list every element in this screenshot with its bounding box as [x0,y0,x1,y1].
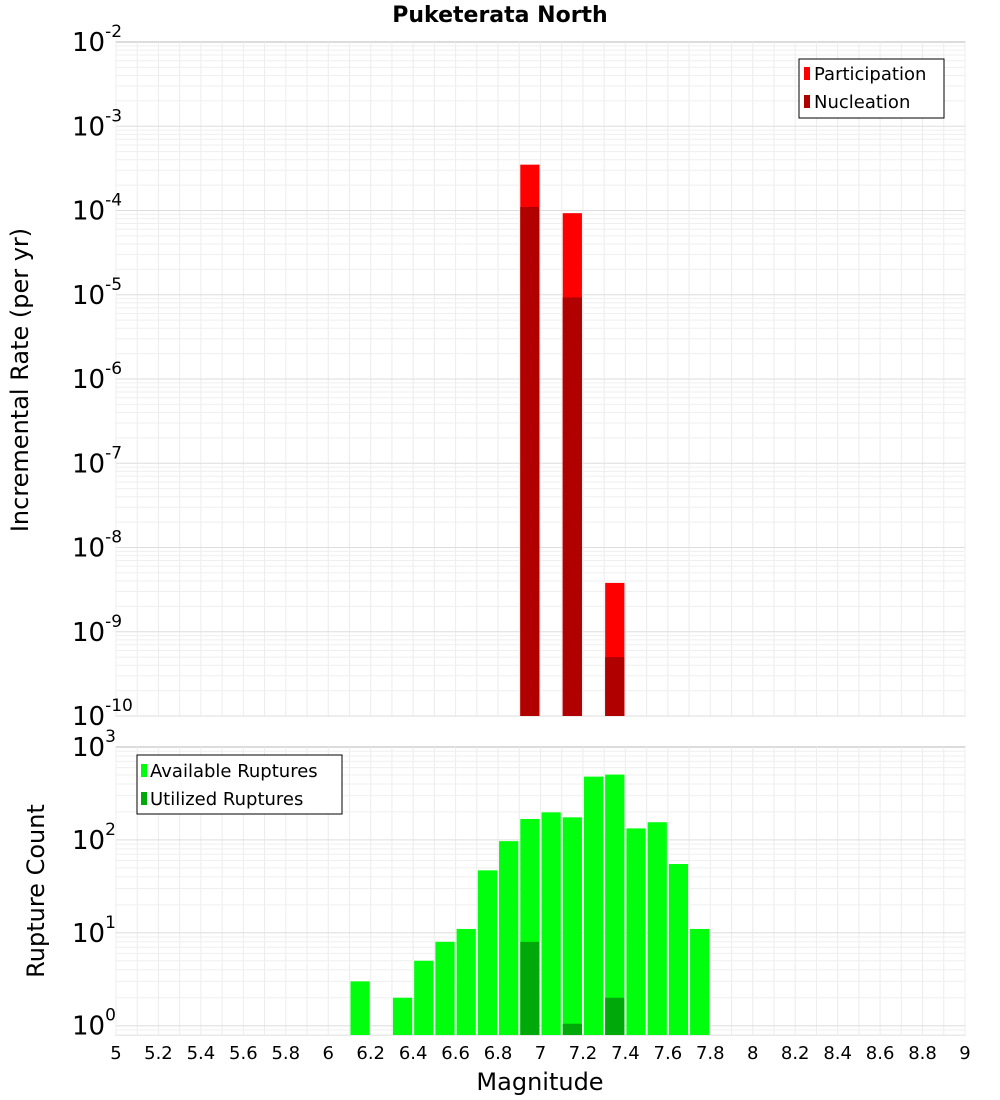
x-tick-label: 9 [959,1043,970,1064]
x-tick-label: 6 [323,1043,334,1064]
x-tick-label: 6.8 [484,1043,513,1064]
y-tick-label: 10-5 [72,275,122,311]
rate-bar-nucleation [605,657,625,716]
count-legend-box [136,754,343,815]
participation-legend-label: Participation [814,64,926,85]
count-bar-available-ruptures [647,822,667,1035]
x-tick-label: 5.4 [187,1043,216,1064]
rate-bars [520,164,625,717]
count-bar-available-ruptures [350,981,370,1035]
x-tick-label: 7 [535,1043,546,1064]
x-tick-label: 6.6 [441,1043,470,1064]
y-tick-label: 10-9 [72,612,122,648]
x-tick-label: 8 [747,1043,758,1064]
x-tick-label: 7.2 [569,1043,598,1064]
available-legend-label: Available Ruptures [150,761,318,782]
x-tick-label: 6.2 [356,1043,385,1064]
count-bar-available-ruptures [477,870,498,1035]
count-bar-available-ruptures [392,997,413,1035]
count-panel: 103 102 101 100 5 5.2 5.4 5.6 5.8 6 6.2 6.4 6.6 6.8 7… [22,727,971,1096]
count-bar-utilized-ruptures [562,1023,582,1035]
y-tick-label: 10-2 [72,22,122,58]
x-tick-label: 5.8 [271,1043,300,1064]
x-tick-label: 5 [110,1043,121,1064]
y-tick-label: 10-4 [72,191,122,227]
count-bar-available-ruptures [583,776,604,1035]
count-x-ticks: 5 5.2 5.4 5.6 5.8 6 6.2 6.4 6.6 6.8 7 7.2 7.4 7.6 7.8 8… [110,1043,970,1064]
count-bar-available-ruptures [668,864,689,1035]
x-tick-label: 7.8 [696,1043,725,1064]
count-bar-available-ruptures [626,828,646,1035]
x-tick-label: 7.4 [611,1043,640,1064]
x-tick-label: 5.6 [229,1043,258,1064]
rate-y-axis-label: Incremental Rate (per yr) [6,228,34,532]
count-bar-utilized-ruptures [520,941,540,1035]
x-axis-label: Magnitude [476,1068,603,1096]
x-tick-label: 8.2 [781,1043,810,1064]
y-tick-label: 10-6 [72,359,122,395]
participation-legend-swatch [804,67,810,80]
y-tick-label: 10-10 [72,696,133,732]
y-tick-label: 10-3 [72,106,122,142]
rate-bar-nucleation [520,207,540,716]
count-bars [350,774,710,1035]
y-tick-label: 10-8 [72,528,122,564]
count-bar-utilized-ruptures [605,997,625,1035]
rate-panel: 10-2 10-3 10-4 10-5 10-6 10-7 10-8 10-9 10-10 In… [6,22,966,732]
x-tick-label: 5.2 [144,1043,173,1064]
count-bar-available-ruptures [562,817,582,1035]
count-bar-available-ruptures [414,960,434,1035]
count-bar-available-ruptures [435,941,455,1035]
x-tick-label: 6.4 [399,1043,428,1064]
count-y-ticks: 103 102 101 100 [72,727,116,1042]
nucleation-legend-swatch [804,95,810,108]
rate-y-ticks: 10-2 10-3 10-4 10-5 10-6 10-7 10-8 10-9 10-10 [72,22,133,732]
count-y-axis-label: Rupture Count [22,804,50,978]
count-bar-available-ruptures [690,928,710,1035]
y-tick-label: 100 [72,1006,116,1042]
rate-bar-nucleation [562,297,582,716]
utilized-legend-swatch [141,792,147,805]
x-tick-label: 7.6 [654,1043,683,1064]
chart-title: Puketerata North [392,3,607,28]
y-tick-label: 103 [72,727,116,763]
rate-legend-box [798,58,945,119]
rate-grid [115,42,966,717]
x-tick-label: 8.6 [866,1043,895,1064]
nucleation-legend-label: Nucleation [814,92,910,113]
x-tick-label: 8.4 [823,1043,852,1064]
x-tick-label: 8.8 [908,1043,937,1064]
count-bar-available-ruptures [605,774,625,1035]
count-legend: Available Ruptures Utilized Ruptures [136,754,343,815]
y-tick-label: 102 [72,820,116,856]
utilized-legend-label: Utilized Ruptures [150,789,303,810]
available-legend-swatch [141,764,147,777]
rate-legend: Participation Nucleation [798,58,945,119]
count-bar-available-ruptures [456,928,476,1035]
y-tick-label: 101 [72,913,116,949]
y-tick-label: 10-7 [72,443,122,479]
count-bar-available-ruptures [541,812,561,1035]
count-bar-available-ruptures [499,841,519,1035]
